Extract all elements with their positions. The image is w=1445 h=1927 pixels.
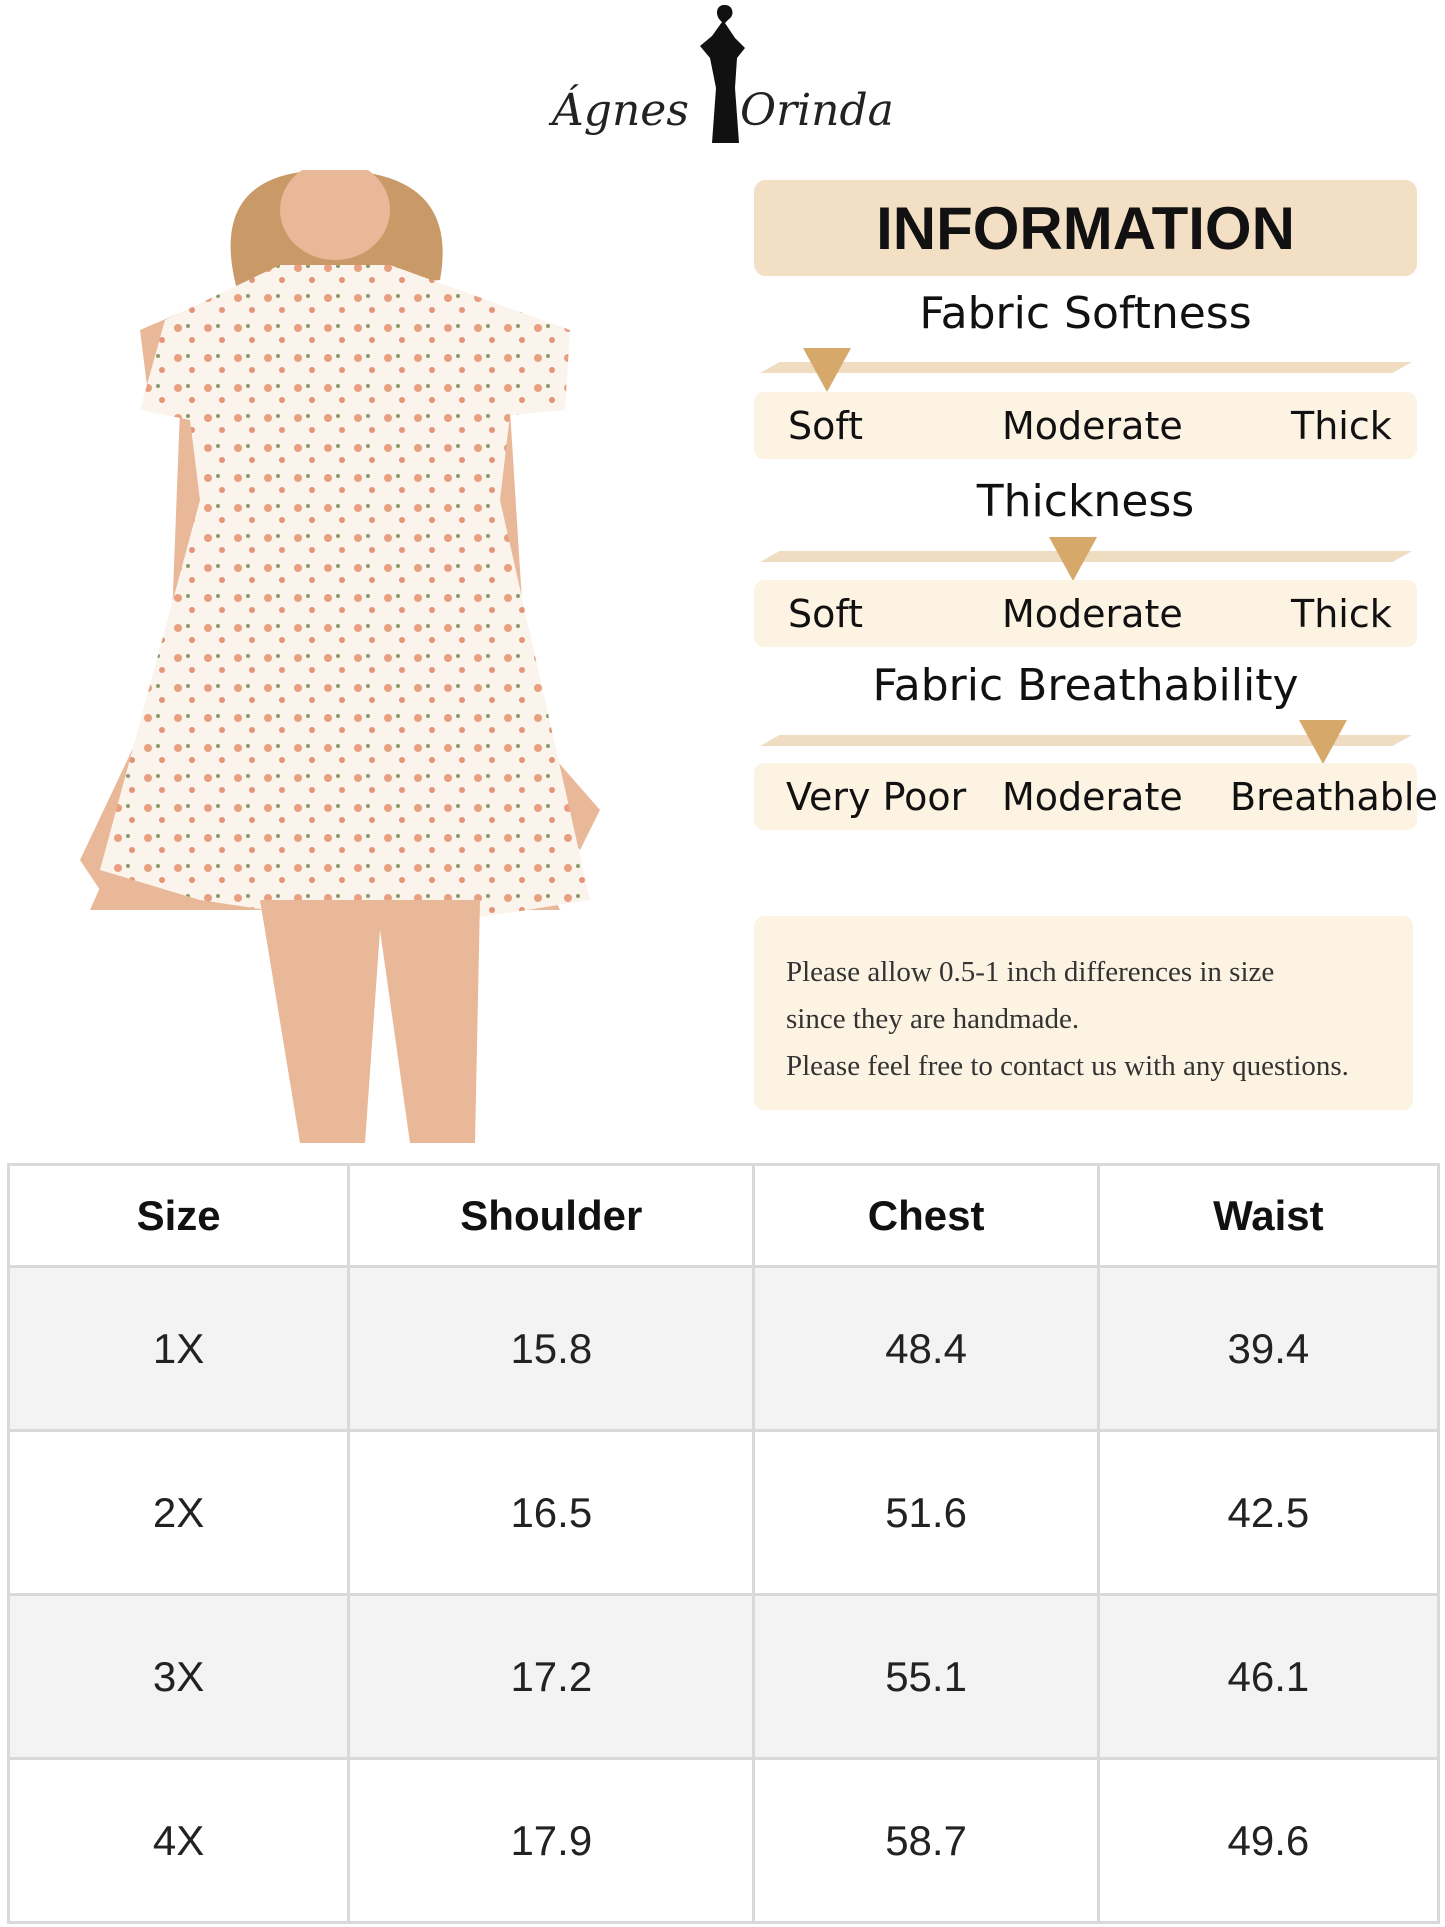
table-cell: 15.8 [347, 1265, 756, 1432]
size-note: Please allow 0.5-1 inch differences in s… [754, 916, 1413, 1110]
table-cell: 39.4 [1096, 1265, 1441, 1432]
note-line: Please feel free to contact us with any … [786, 1050, 1349, 1082]
product-photo [80, 170, 600, 1143]
rating-title: Fabric Softness [919, 288, 1252, 339]
table-cell: 16.5 [347, 1429, 756, 1596]
table-cell: 3X [6, 1593, 351, 1760]
table-cell: 48.4 [752, 1265, 1100, 1432]
rating-marker-icon [1299, 720, 1347, 764]
table-cell: 1X [6, 1265, 351, 1432]
rating-label: Moderate [1002, 592, 1183, 636]
column-header: Size [6, 1163, 351, 1268]
rating-marker-icon [803, 348, 851, 392]
table-cell: 42.5 [1096, 1429, 1441, 1596]
table-cell: 2X [6, 1429, 351, 1596]
table-cell: 17.9 [347, 1757, 756, 1924]
rating-labels: Very Poor Moderate Breathable [754, 763, 1438, 830]
brand-logo: Ágnes Orinda [540, 0, 900, 150]
rating-track [760, 735, 1412, 746]
table-cell: 55.1 [752, 1593, 1100, 1760]
table-cell: 58.7 [752, 1757, 1100, 1924]
rating-labels: Soft Moderate Thick [754, 392, 1417, 459]
rating-label: Breathable [1230, 775, 1438, 819]
table-cell: 49.6 [1096, 1757, 1441, 1924]
logo-text-right: Orinda [740, 85, 894, 136]
rating-label: Moderate [1002, 775, 1183, 819]
table-header-row: Size Shoulder Chest Waist [6, 1163, 1441, 1268]
table-cell: 51.6 [752, 1429, 1100, 1596]
rating-labels: Soft Moderate Thick [754, 580, 1417, 647]
table-row: 4X 17.9 58.7 49.6 [6, 1757, 1441, 1924]
table-cell: 17.2 [347, 1593, 756, 1760]
column-header: Shoulder [347, 1163, 756, 1268]
rating-title: Thickness [976, 476, 1195, 527]
rating-label: Thick [1291, 592, 1392, 636]
rating-label: Soft [788, 592, 863, 636]
logo-text-left: Ágnes [552, 85, 689, 136]
table-row: 3X 17.2 55.1 46.1 [6, 1593, 1441, 1760]
table-row: 2X 16.5 51.6 42.5 [6, 1429, 1441, 1596]
information-header: INFORMATION [754, 180, 1417, 276]
rating-label: Soft [788, 404, 863, 448]
rating-track [760, 362, 1412, 373]
table-cell: 4X [6, 1757, 351, 1924]
rating-marker-icon [1049, 537, 1097, 581]
rating-title: Fabric Breathability [872, 660, 1299, 711]
rating-label: Moderate [1002, 404, 1183, 448]
rating-label: Very Poor [786, 775, 967, 819]
column-header: Chest [752, 1163, 1100, 1268]
note-line: since they are handmade. [786, 1003, 1080, 1035]
size-chart-table: Size Shoulder Chest Waist 1X 15.8 48.4 3… [6, 1163, 1441, 1924]
note-line: Please allow 0.5-1 inch differences in s… [786, 956, 1275, 988]
column-header: Waist [1096, 1163, 1441, 1268]
table-cell: 46.1 [1096, 1593, 1441, 1760]
rating-label: Thick [1291, 404, 1392, 448]
table-row: 1X 15.8 48.4 39.4 [6, 1265, 1441, 1432]
logo-silhouette-icon [700, 4, 745, 143]
